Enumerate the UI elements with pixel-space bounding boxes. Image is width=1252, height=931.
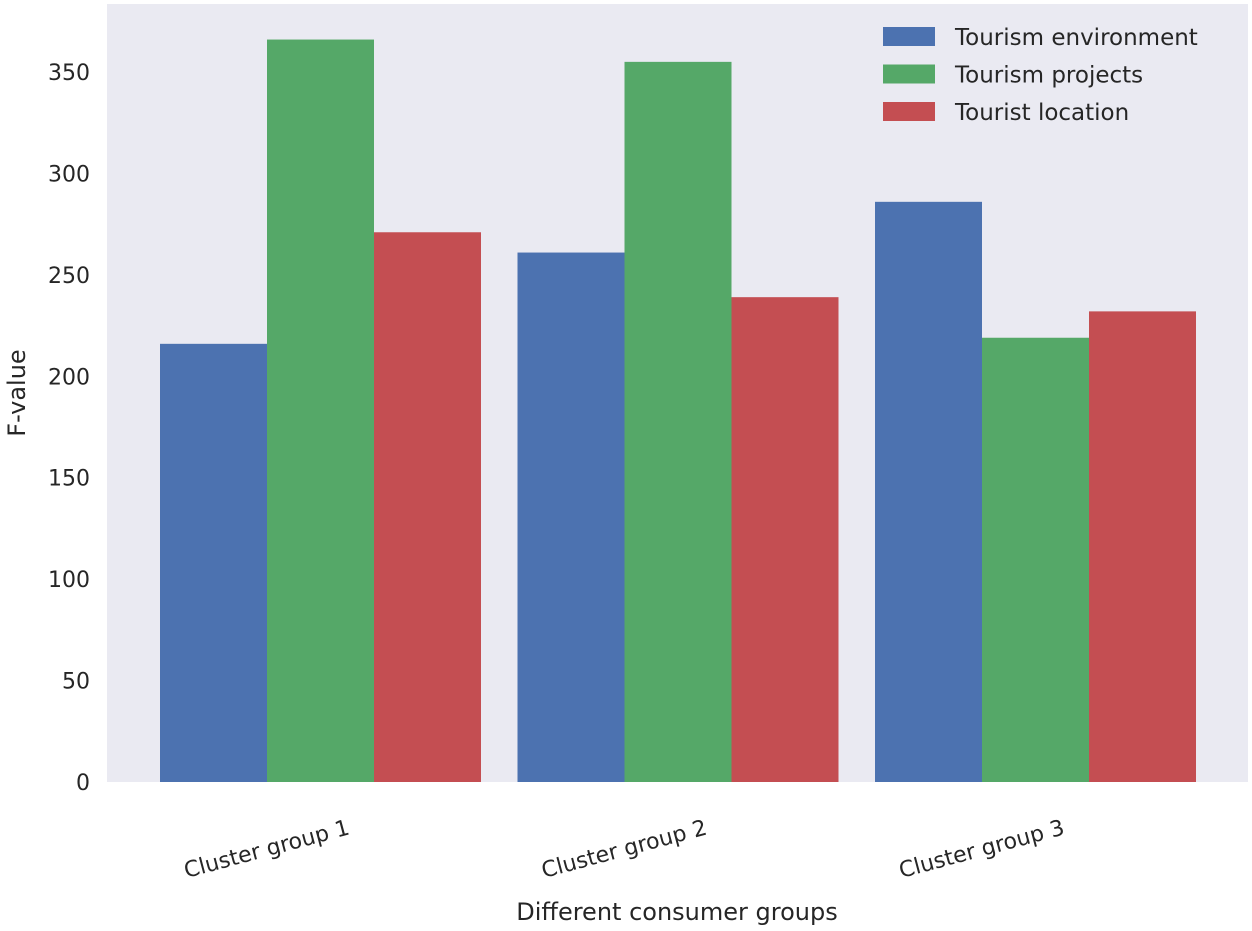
bar-3-3: [1089, 311, 1196, 782]
y-tick-label: 200: [48, 365, 90, 390]
y-tick-label: 300: [48, 162, 90, 187]
legend-swatch-1: [883, 27, 935, 46]
bar-3-1: [374, 232, 481, 782]
y-tick-label: 150: [48, 467, 90, 492]
y-axis-title: F-value: [3, 349, 31, 436]
bars-group: [160, 39, 1196, 783]
legend-swatch-3: [883, 102, 935, 121]
x-tick-label: Cluster group 1: [181, 816, 352, 884]
y-tick-label: 50: [62, 670, 90, 695]
legend: Tourism environment Tourism projects Touri…: [883, 25, 1198, 126]
bar-1-3: [875, 201, 982, 783]
bar-3-2: [731, 297, 839, 782]
y-tick-label: 350: [48, 61, 90, 86]
x-tick-label: Cluster group 3: [896, 816, 1067, 884]
y-tick-label: 0: [76, 771, 90, 796]
legend-label-1: Tourism environment: [954, 25, 1198, 51]
y-tick-label: 250: [48, 264, 90, 289]
x-tick-label: Cluster group 2: [539, 816, 710, 884]
legend-swatch-2: [883, 64, 935, 84]
bar-2-2: [624, 61, 732, 783]
x-axis-title: Different consumer groups: [516, 898, 837, 926]
y-axis-ticks: 0 50 100 150 200 250 300 350: [48, 61, 90, 796]
legend-label-3: Tourist location: [954, 100, 1129, 126]
legend-label-2: Tourism projects: [954, 63, 1143, 89]
bar-2-3: [982, 337, 1089, 782]
bar-1-2: [517, 252, 625, 783]
bar-1-1: [160, 343, 267, 782]
bar-2-1: [267, 39, 374, 783]
x-axis-ticks: Cluster group 1 Cluster group 2 Cluster gr…: [181, 816, 1067, 884]
y-tick-label: 100: [48, 568, 90, 593]
